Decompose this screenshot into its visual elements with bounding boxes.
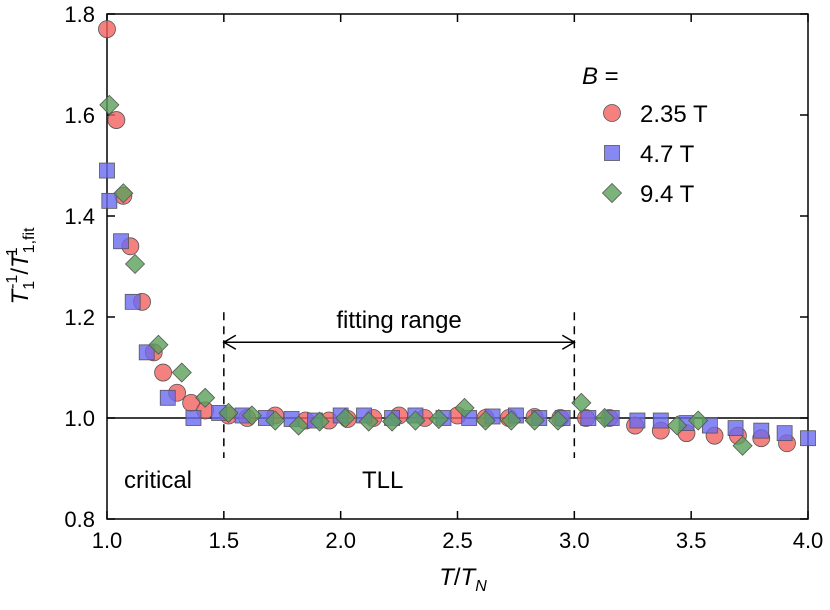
diamond-point-18 <box>501 410 522 431</box>
x-tick-label-6: 4.0 <box>793 528 824 553</box>
diamond-point-20 <box>547 410 569 431</box>
square-point-5 <box>159 389 176 406</box>
x-tick-label-4: 3.0 <box>559 528 590 553</box>
arrow-head-right <box>561 334 576 350</box>
y-axis-title: T1-1/T1,fit-1 <box>4 227 38 305</box>
diamond-point-0 <box>99 94 120 115</box>
diamond-point-8 <box>265 410 286 431</box>
diamond-point-4 <box>171 362 192 383</box>
square-point-28 <box>727 420 744 437</box>
y-tick-label-0: 0.8 <box>64 507 95 532</box>
diamond-point-25 <box>732 435 753 456</box>
legend-label-1: 4.7 T <box>640 141 695 168</box>
square-point-30 <box>776 425 793 442</box>
x-tick-label-5: 3.5 <box>676 528 707 553</box>
diamond-point-13 <box>382 411 403 432</box>
legend-label-0: 2.35 T <box>640 101 708 128</box>
diamond-point-2 <box>124 253 146 275</box>
y-tick-label-3: 1.4 <box>64 204 95 229</box>
y-tick-label-4: 1.6 <box>64 103 95 128</box>
fitting-range-label: fitting range <box>336 307 461 334</box>
diamond-point-23 <box>667 415 688 436</box>
y-tick-label-1: 1.0 <box>64 406 95 431</box>
x-tick-label-1: 1.5 <box>209 528 240 553</box>
diamond-point-7 <box>241 405 262 426</box>
diamond-point-14 <box>405 410 426 431</box>
square-point-4 <box>138 344 155 361</box>
y-tick-label-5: 1.8 <box>64 2 95 27</box>
diamond-point-15 <box>428 408 449 430</box>
square-point-22 <box>580 410 597 426</box>
diamond-point-24 <box>688 410 709 431</box>
x-tick-label-0: 1.0 <box>92 528 123 553</box>
legend: B = 2.35 T 4.7 T 9.4 T <box>582 63 708 208</box>
tick-labels: 1.0 1.5 2.0 2.5 3.0 3.5 4.00.81.01.21.41.61.8 <box>64 2 823 553</box>
diamond-point-6 <box>218 402 239 424</box>
legend-title: B = <box>582 63 619 90</box>
diamond-point-17 <box>475 410 496 431</box>
diamond-point-3 <box>148 334 169 355</box>
square-point-25 <box>652 412 669 429</box>
diamond-point-5 <box>195 387 216 408</box>
diamond-point-1 <box>113 183 134 204</box>
diamond-point-16 <box>454 397 475 418</box>
square-point-1 <box>101 192 118 209</box>
square-point-6 <box>185 410 202 426</box>
square-point-0 <box>99 162 115 179</box>
diamond-point-11 <box>335 407 356 429</box>
square-point-24 <box>629 412 646 429</box>
y-tick-label-2: 1.2 <box>64 305 95 330</box>
diamond-point-22 <box>594 407 615 429</box>
legend-marker-0 <box>603 104 621 122</box>
data-points <box>98 20 816 456</box>
diamond-point-9 <box>288 415 309 436</box>
tll-label: TLL <box>362 467 403 494</box>
square-point-3 <box>124 293 141 310</box>
tick-marks <box>106 13 809 520</box>
diamond-point-21 <box>571 392 592 413</box>
x-tick-label-2: 2.0 <box>325 528 356 553</box>
legend-label-2: 9.4 T <box>640 181 695 208</box>
plot-frame <box>106 13 809 520</box>
x-axis-title: T/TN <box>439 564 487 595</box>
circle-point-6 <box>154 363 172 382</box>
series-diamond <box>99 94 753 456</box>
fitting-range-annotation: fitting range <box>222 307 576 458</box>
circle-point-1 <box>107 111 126 129</box>
square-point-31 <box>800 430 816 447</box>
arrow-head-left <box>222 334 237 350</box>
series-circle <box>98 20 796 453</box>
legend-marker-1 <box>604 145 620 161</box>
square-point-2 <box>113 233 129 250</box>
diamond-point-10 <box>309 411 330 432</box>
legend-marker-2 <box>601 182 623 204</box>
circle-point-0 <box>98 20 116 39</box>
square-point-29 <box>753 422 770 439</box>
critical-label: critical <box>124 467 192 494</box>
diamond-point-12 <box>358 411 379 432</box>
x-tick-label-3: 2.5 <box>442 528 473 553</box>
diamond-point-19 <box>524 410 545 431</box>
